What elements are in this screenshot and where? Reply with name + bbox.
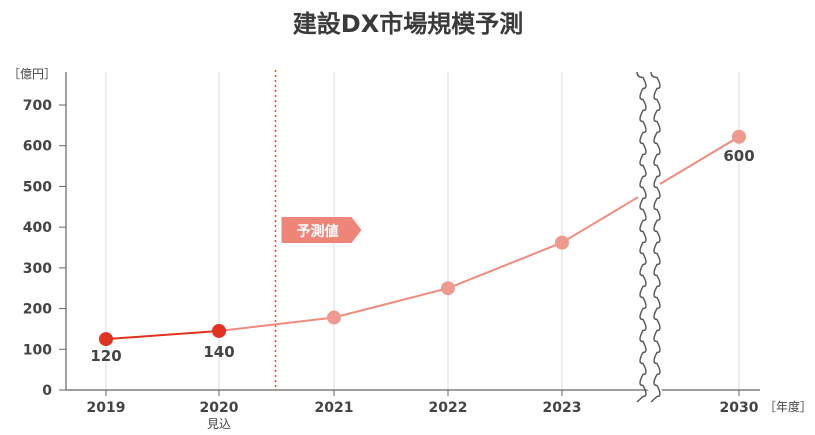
data-point-2030 [732,129,746,144]
line-layer [99,71,746,403]
y-tick-label-300: 300 [23,261,52,277]
x-sublabel-2020: 見込 [207,417,231,431]
y-axis-unit: ［億円］ [8,67,56,81]
forecast-badge [281,217,362,243]
x-tick-label-2030: 2030 [720,400,759,416]
grid-layer [105,70,740,390]
chart-title: 建設DX市場規模予測 [293,10,523,38]
axis-break-left-wave [636,71,647,403]
actual-line-segment [105,329,220,341]
x-tick-label-2023: 2023 [543,400,582,416]
y-tick-label-600: 600 [23,139,52,155]
data-label-2019: 120 [90,347,121,365]
data-point-2021 [327,310,341,325]
data-label-2030: 600 [723,147,754,165]
data-point-2019 [99,332,113,347]
x-tick-label-2022: 2022 [429,400,468,416]
data-point-2023 [555,235,569,250]
y-tick-label-500: 500 [23,179,52,195]
y-tick-label-200: 200 [23,302,52,318]
y-tick-label-100: 100 [23,342,52,358]
x-tick-label-2021: 2021 [315,400,354,416]
label-layer: 予測値 120 140 600 [90,147,754,365]
forecast-badge-label: 予測値 [297,223,339,240]
x-tick-label-2020: 2020 [200,400,239,416]
data-label-2020: 140 [203,343,234,361]
axis-break-right-wave [650,71,661,403]
x-axis-unit: ［年度］ [764,399,812,414]
data-point-2020 [212,323,226,338]
y-tick-label-0: 0 [42,383,52,399]
y-tick-label-700: 700 [23,98,52,114]
y-tick-label-400: 400 [23,220,52,236]
data-point-2022 [441,281,455,296]
x-tick-label-2019: 2019 [87,400,126,416]
forecast-line-after-break [659,135,740,185]
